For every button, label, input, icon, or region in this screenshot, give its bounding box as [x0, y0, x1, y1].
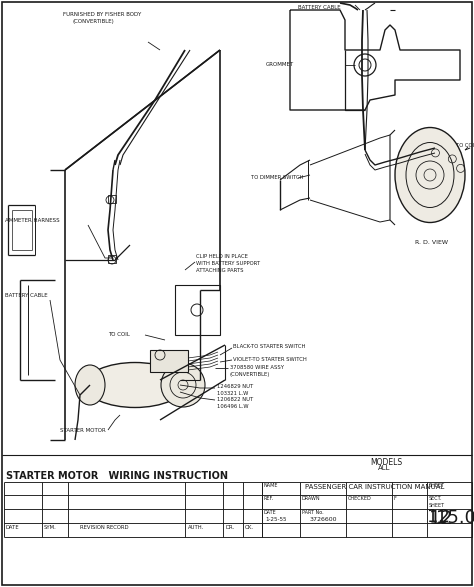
Text: DATE: DATE	[264, 510, 277, 515]
Text: TO DIMMER SWITCH: TO DIMMER SWITCH	[251, 175, 303, 180]
Text: NAME: NAME	[264, 483, 279, 488]
Text: VIOLET-TO STARTER SWITCH: VIOLET-TO STARTER SWITCH	[233, 357, 307, 362]
Text: R. D. VIEW: R. D. VIEW	[415, 240, 448, 245]
Bar	[175, 285, 220, 335]
Text: 15.00: 15.00	[436, 509, 474, 527]
Text: STARTER MOTOR: STARTER MOTOR	[60, 428, 106, 433]
Ellipse shape	[75, 365, 105, 405]
Text: REF.: REF.	[264, 496, 274, 501]
Text: BLACK-TO STARTER SWITCH: BLACK-TO STARTER SWITCH	[233, 344, 305, 349]
Text: 1246829 NUT: 1246829 NUT	[217, 384, 253, 389]
Text: BATTERY CABLE: BATTERY CABLE	[5, 293, 47, 298]
Text: ALL: ALL	[378, 465, 391, 471]
Text: PART No.: PART No.	[302, 510, 324, 515]
Text: SYM.: SYM.	[44, 525, 57, 530]
Text: PASSENGER CAR INSTRUCTION MANUAL: PASSENGER CAR INSTRUCTION MANUAL	[305, 484, 444, 490]
Text: SECT.: SECT.	[429, 496, 443, 501]
Ellipse shape	[395, 127, 465, 222]
Text: BATTERY CABLE: BATTERY CABLE	[298, 5, 341, 10]
Text: STARTER MOTOR   WIRING INSTRUCTION: STARTER MOTOR WIRING INSTRUCTION	[6, 471, 228, 481]
Text: GROMMET: GROMMET	[266, 62, 294, 67]
Text: DR.: DR.	[226, 525, 235, 530]
Text: SHEET: SHEET	[429, 503, 445, 508]
Text: 1-25-55: 1-25-55	[265, 517, 286, 522]
Text: TO COIL: TO COIL	[456, 143, 474, 148]
Text: 3708580 WIRE ASSY: 3708580 WIRE ASSY	[230, 365, 284, 370]
Text: FURNISHED BY FISHER BODY: FURNISHED BY FISHER BODY	[63, 12, 141, 17]
Text: 103321 L.W: 103321 L.W	[217, 391, 248, 396]
Text: DRAWN: DRAWN	[302, 496, 320, 501]
Text: CHECKED: CHECKED	[348, 496, 372, 501]
Bar	[150, 350, 188, 372]
Text: AMMETER HARNESS: AMMETER HARNESS	[5, 218, 60, 223]
Text: 12: 12	[429, 509, 454, 528]
Text: MODELS: MODELS	[370, 458, 402, 467]
Text: (CONVERTIBLE): (CONVERTIBLE)	[230, 372, 270, 377]
Text: CLIP HELD IN PLACE: CLIP HELD IN PLACE	[196, 254, 248, 259]
Ellipse shape	[85, 363, 185, 407]
Bar	[108, 255, 116, 263]
Bar	[108, 195, 116, 203]
Text: 12: 12	[427, 508, 450, 526]
Text: SHEET: SHEET	[429, 483, 445, 488]
Text: DATE: DATE	[6, 525, 19, 530]
Text: 1206822 NUT: 1206822 NUT	[217, 397, 253, 402]
Text: 106496 L.W: 106496 L.W	[217, 404, 249, 409]
Text: ATTACHING PARTS: ATTACHING PARTS	[196, 268, 244, 273]
Text: OK.: OK.	[245, 525, 254, 530]
Text: AUTH.: AUTH.	[188, 525, 204, 530]
Text: 3726600: 3726600	[310, 517, 337, 522]
Text: (CONVERTIBLE): (CONVERTIBLE)	[73, 19, 115, 24]
Text: F: F	[394, 496, 397, 501]
Text: TO COIL: TO COIL	[108, 332, 130, 337]
Circle shape	[161, 363, 205, 407]
Text: WITH BATTERY SUPPORT: WITH BATTERY SUPPORT	[196, 261, 260, 266]
Text: REVISION RECORD: REVISION RECORD	[80, 525, 128, 530]
